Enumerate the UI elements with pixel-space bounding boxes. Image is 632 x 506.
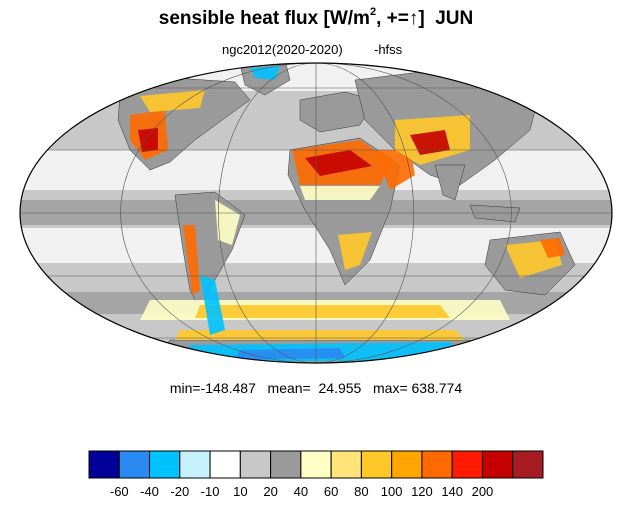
- colorbar-box: [391, 450, 423, 479]
- hot-brazil: [215, 200, 240, 245]
- stats-line: min=-148.487 mean= 24.955 max= 638.774: [169, 380, 463, 396]
- hot-australia-edge: [540, 238, 565, 258]
- hot-southern-mid: [195, 305, 450, 318]
- colorbar-tick-label: 120: [411, 484, 433, 499]
- cold-greenland-cold: [250, 66, 280, 80]
- hot-spots: [130, 90, 565, 340]
- colorbar-tick-label: 80: [354, 484, 369, 499]
- colorbar-box: [239, 450, 272, 479]
- hot-arabia: [375, 150, 415, 190]
- colorbar-box: [88, 450, 120, 479]
- colorbar-box: [270, 450, 302, 479]
- hot-canada: [140, 90, 205, 112]
- colorbar-tick-label: -40: [140, 484, 159, 499]
- colorbar-box: [209, 450, 241, 479]
- colorbar-tick-label: -20: [170, 484, 190, 499]
- colorbar-box: [481, 450, 514, 479]
- colorbar-box: [451, 450, 483, 479]
- hot-antarctic-rim: [175, 330, 465, 340]
- cold-patagonia: [200, 275, 225, 335]
- colorbar-box: [300, 450, 332, 479]
- colorbar-box: [179, 450, 211, 479]
- colorbar-tick-label: -60: [109, 484, 129, 499]
- hot-south-africa: [338, 232, 372, 270]
- subtitle-run: ngc2012(2020-2020): [222, 42, 343, 57]
- colorbar-tick-label: 200: [471, 484, 494, 499]
- meridian-curve: [120, 63, 512, 363]
- colorbar-box: [149, 450, 181, 479]
- hot-iran-peak: [410, 130, 450, 155]
- colorbar-tick-label: -10: [200, 484, 220, 499]
- subtitle-variable: -hfss: [374, 42, 403, 57]
- colorbar-box: [512, 450, 544, 479]
- colorbar-boxes: [88, 450, 544, 479]
- colorbar-tick-label: 20: [263, 484, 278, 499]
- hot-sahara-core: [305, 150, 372, 176]
- hot-andes: [183, 225, 200, 295]
- map-border: [19, 62, 613, 364]
- hot-sahel: [300, 186, 380, 200]
- colorbar-tick-label: 100: [380, 484, 403, 499]
- land-india: [434, 164, 466, 201]
- colorbar-tick-label: 140: [441, 484, 464, 499]
- land-europe: [299, 91, 376, 133]
- colorbar-box: [330, 450, 362, 479]
- colorbar-box: [360, 450, 393, 479]
- colorbar-tick-label: 60: [323, 484, 339, 499]
- map-title: sensible heat flux [W/m2, +=↑] JUN: [158, 6, 474, 29]
- meridian-curve: [218, 63, 414, 363]
- colorbar-tick-label: 10: [233, 484, 248, 499]
- land-indonesia: [469, 204, 521, 223]
- hot-us-core: [138, 128, 158, 152]
- colorbar-box: [421, 450, 453, 479]
- colorbar-tick-label: 40: [293, 484, 309, 499]
- colorbar-box: [118, 450, 151, 479]
